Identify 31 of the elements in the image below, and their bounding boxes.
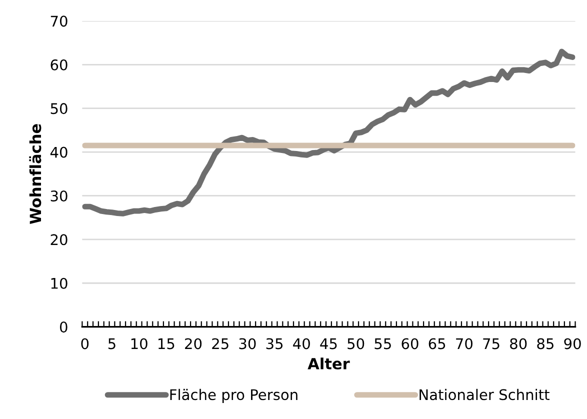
x-tick-label: 65 <box>428 338 446 350</box>
y-tick-label: 10 <box>51 278 68 289</box>
x-axis-title: Alter <box>308 358 350 370</box>
x-tick-label: 10 <box>131 338 148 350</box>
x-tick-label: 30 <box>239 338 256 350</box>
y-tick-label: 40 <box>50 146 68 158</box>
x-tick-label: 80 <box>510 338 527 350</box>
x-tick-label: 20 <box>185 338 202 350</box>
y-axis-title: Wohnfläche <box>29 124 42 224</box>
x-tick-label: 85 <box>537 338 554 350</box>
x-tick-label: 0 <box>81 338 89 350</box>
x-tick-label: 35 <box>266 338 283 350</box>
x-tick-label: 70 <box>456 338 472 350</box>
legend-label: Nationaler Schnitt <box>420 388 550 400</box>
y-tick-label: 30 <box>50 190 68 202</box>
x-tick-label: 45 <box>320 338 337 350</box>
x-tick-label: 75 <box>483 338 500 350</box>
x-tick-label: 90 <box>564 338 581 350</box>
y-tick-label: 70 <box>50 16 68 27</box>
y-tick-label: 0 <box>60 322 68 333</box>
y-tick-label: 20 <box>50 234 68 246</box>
x-tick-label: 55 <box>374 338 391 350</box>
x-tick-label: 50 <box>348 338 364 350</box>
x-tick-label: 5 <box>108 338 116 350</box>
y-tick-label: 50 <box>50 103 68 114</box>
legend-label: Fläche pro Person <box>170 388 298 403</box>
x-tick-label: 60 <box>402 338 418 350</box>
x-tick-label: 15 <box>158 338 174 350</box>
y-tick-label: 60 <box>50 59 68 70</box>
x-tick-label: 40 <box>293 338 310 350</box>
x-tick-label: 25 <box>212 338 228 350</box>
